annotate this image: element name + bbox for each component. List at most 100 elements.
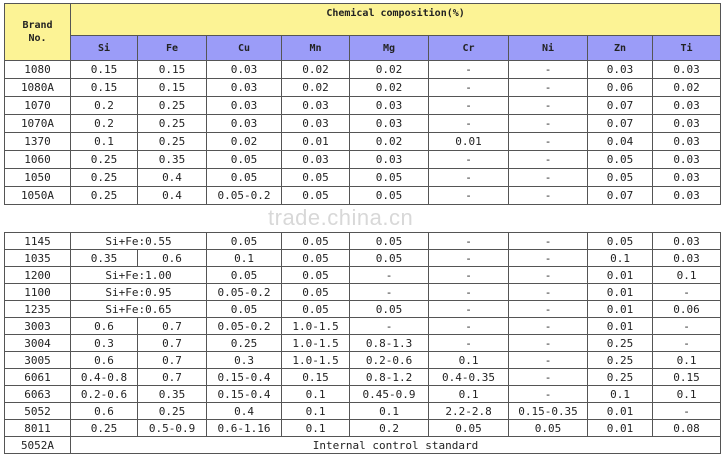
table-row: 1035 0.35 0.6 0.1 0.05 0.05- -0.1 0.03 [4, 249, 722, 267]
value-cell: 0.3 [206, 351, 283, 369]
table-row: 8011 0.25 0.5-0.9 0.6-1.16 0.1 0.2 0.05 0.05 0.0… [4, 419, 722, 437]
value-cell: 2.2-2.8 [428, 402, 510, 420]
value-cell: 0.01 [587, 283, 654, 301]
value-cell: 0.01 [587, 266, 654, 284]
value-cell: - [508, 132, 588, 151]
value-cell: 0.03 [651, 96, 722, 115]
value-cell: 0.05 [281, 186, 350, 205]
value-cell: - [428, 249, 510, 267]
value-cell: 0.03 [651, 114, 722, 133]
value-cell: - [508, 78, 588, 97]
value-cell: 0.2-0.6 [349, 351, 430, 369]
value-cell: 0.06 [652, 300, 722, 318]
value-cell: 0.6 [136, 249, 208, 267]
value-cell: 0.25 [587, 368, 654, 386]
value-cell: - [508, 60, 588, 79]
value-cell: 0.1 [281, 402, 351, 420]
value-cell: 0.01 [587, 317, 654, 335]
value-cell: 0.03 [652, 249, 722, 267]
brand-cell: 1070A [4, 114, 71, 133]
value-cell: 1.0-1.5 [281, 351, 351, 369]
value-cell: - [508, 283, 589, 301]
brand-cell: 1370 [4, 132, 71, 151]
table-row: 1070 0.2 0.25 0.03 0.03 0.03- -0.07 0.03 [4, 96, 722, 115]
value-cell: - [508, 168, 588, 187]
value-cell: 0.15 [137, 78, 207, 97]
value-cell: - [428, 96, 509, 115]
value-cell: - [508, 249, 589, 267]
element-header-fe: Fe [137, 35, 207, 61]
value-cell: 0.1 [587, 249, 654, 267]
table-row: 1080A 0.15 0.15 0.03 0.02 0.02- -0.06 0.02 [4, 78, 722, 97]
value-cell: - [428, 283, 510, 301]
value-cell: - [428, 266, 510, 284]
value-cell: - [349, 283, 430, 301]
value-cell: 0.03 [349, 96, 429, 115]
table-row: 6061 0.4-0.8 0.7 0.15-0.4 0.15 0.8-1.2 0.4-0.3… [4, 368, 722, 386]
value-cell: 0.1 [70, 132, 138, 151]
value-cell: 0.2-0.6 [70, 385, 138, 403]
value-cell: 0.05 [206, 150, 282, 169]
value-cell: 0.05 [281, 249, 351, 267]
no-label: No. [28, 33, 47, 44]
element-header-cu: Cu [206, 35, 282, 61]
element-header-si: Si [70, 35, 138, 61]
value-cell: 0.03 [281, 96, 350, 115]
value-cell: 0.8-1.3 [349, 334, 430, 352]
value-cell: 0.02 [349, 60, 429, 79]
value-cell: 0.03 [587, 60, 653, 79]
element-header-row: Si Fe Cu Mn Mg Cr Ni Zn Ti [4, 35, 722, 61]
table-row: 5052 0.6 0.25 0.4 0.1 0.1 2.2-2.8 0.15-0.35 0.01… [4, 402, 722, 420]
value-cell: 0.1 [428, 385, 510, 403]
value-cell: 0.35 [70, 249, 138, 267]
brand-cell: 1145 [4, 232, 71, 250]
value-cell: 0.2 [70, 96, 138, 115]
value-cell: - [428, 334, 510, 352]
value-cell: 0.7 [136, 334, 208, 352]
element-header-ni: Ni [508, 35, 588, 61]
value-cell: 0.1 [652, 385, 722, 403]
value-cell: 0.15-0.35 [508, 402, 589, 420]
element-header-mg: Mg [349, 35, 429, 61]
value-cell: 0.1 [652, 351, 722, 369]
brand-cell: 6063 [4, 385, 71, 403]
brand-cell: 3003 [4, 317, 71, 335]
value-cell: 0.3 [70, 334, 138, 352]
value-cell: 0.15-0.4 [206, 385, 283, 403]
composition-table-bottom: 1145 Si+Fe:0.55 0.05 0.05 0.05- -0.05 0.03 1035… [4, 232, 722, 454]
value-cell: 0.05 [587, 168, 653, 187]
element-header-ti: Ti [651, 35, 722, 61]
value-cell: 0.01 [587, 419, 654, 437]
value-cell: 0.02 [281, 78, 350, 97]
note-cell: Internal control standard [69, 436, 722, 454]
value-cell: 0.05 [587, 150, 653, 169]
value-cell: - [428, 186, 509, 205]
value-cell: - [428, 317, 510, 335]
value-cell: 1.0-1.5 [281, 334, 351, 352]
value-cell: - [349, 317, 430, 335]
value-cell: 0.15 [652, 368, 722, 386]
composition-table-top: Brand No. Chemical composition(%) Si Fe Cu M… [4, 3, 722, 205]
value-cell: 0.05 [206, 300, 283, 318]
table-row: 1145 Si+Fe:0.55 0.05 0.05 0.05- -0.05 0.03 [4, 232, 722, 250]
value-cell: 0.25 [206, 334, 283, 352]
table-row: 1060 0.25 0.35 0.05 0.03 0.03- -0.05 0.03 [4, 150, 722, 169]
value-cell: 0.03 [651, 186, 722, 205]
value-cell: 0.04 [587, 132, 653, 151]
value-cell: 0.02 [651, 78, 722, 97]
value-cell: 0.03 [206, 78, 282, 97]
value-cell: 0.5-0.9 [136, 419, 208, 437]
value-cell: Si+Fe:0.65 [69, 300, 208, 318]
value-cell: 0.03 [651, 132, 722, 151]
value-cell: - [652, 334, 722, 352]
table-row: 1080 0.15 0.15 0.03 0.02 0.02- -0.03 0.03 [4, 60, 722, 79]
table-row: 1100 Si+Fe:0.95 0.05-0.2 0.05- - -0.01- [4, 283, 722, 301]
value-cell: 0.1 [428, 351, 510, 369]
value-cell: 0.7 [136, 317, 208, 335]
value-cell: - [428, 232, 510, 250]
value-cell: - [428, 168, 509, 187]
brand-no-header: Brand No. [4, 3, 71, 61]
value-cell: - [428, 60, 509, 79]
value-cell: 0.05 [281, 232, 351, 250]
value-cell: 0.03 [281, 114, 350, 133]
